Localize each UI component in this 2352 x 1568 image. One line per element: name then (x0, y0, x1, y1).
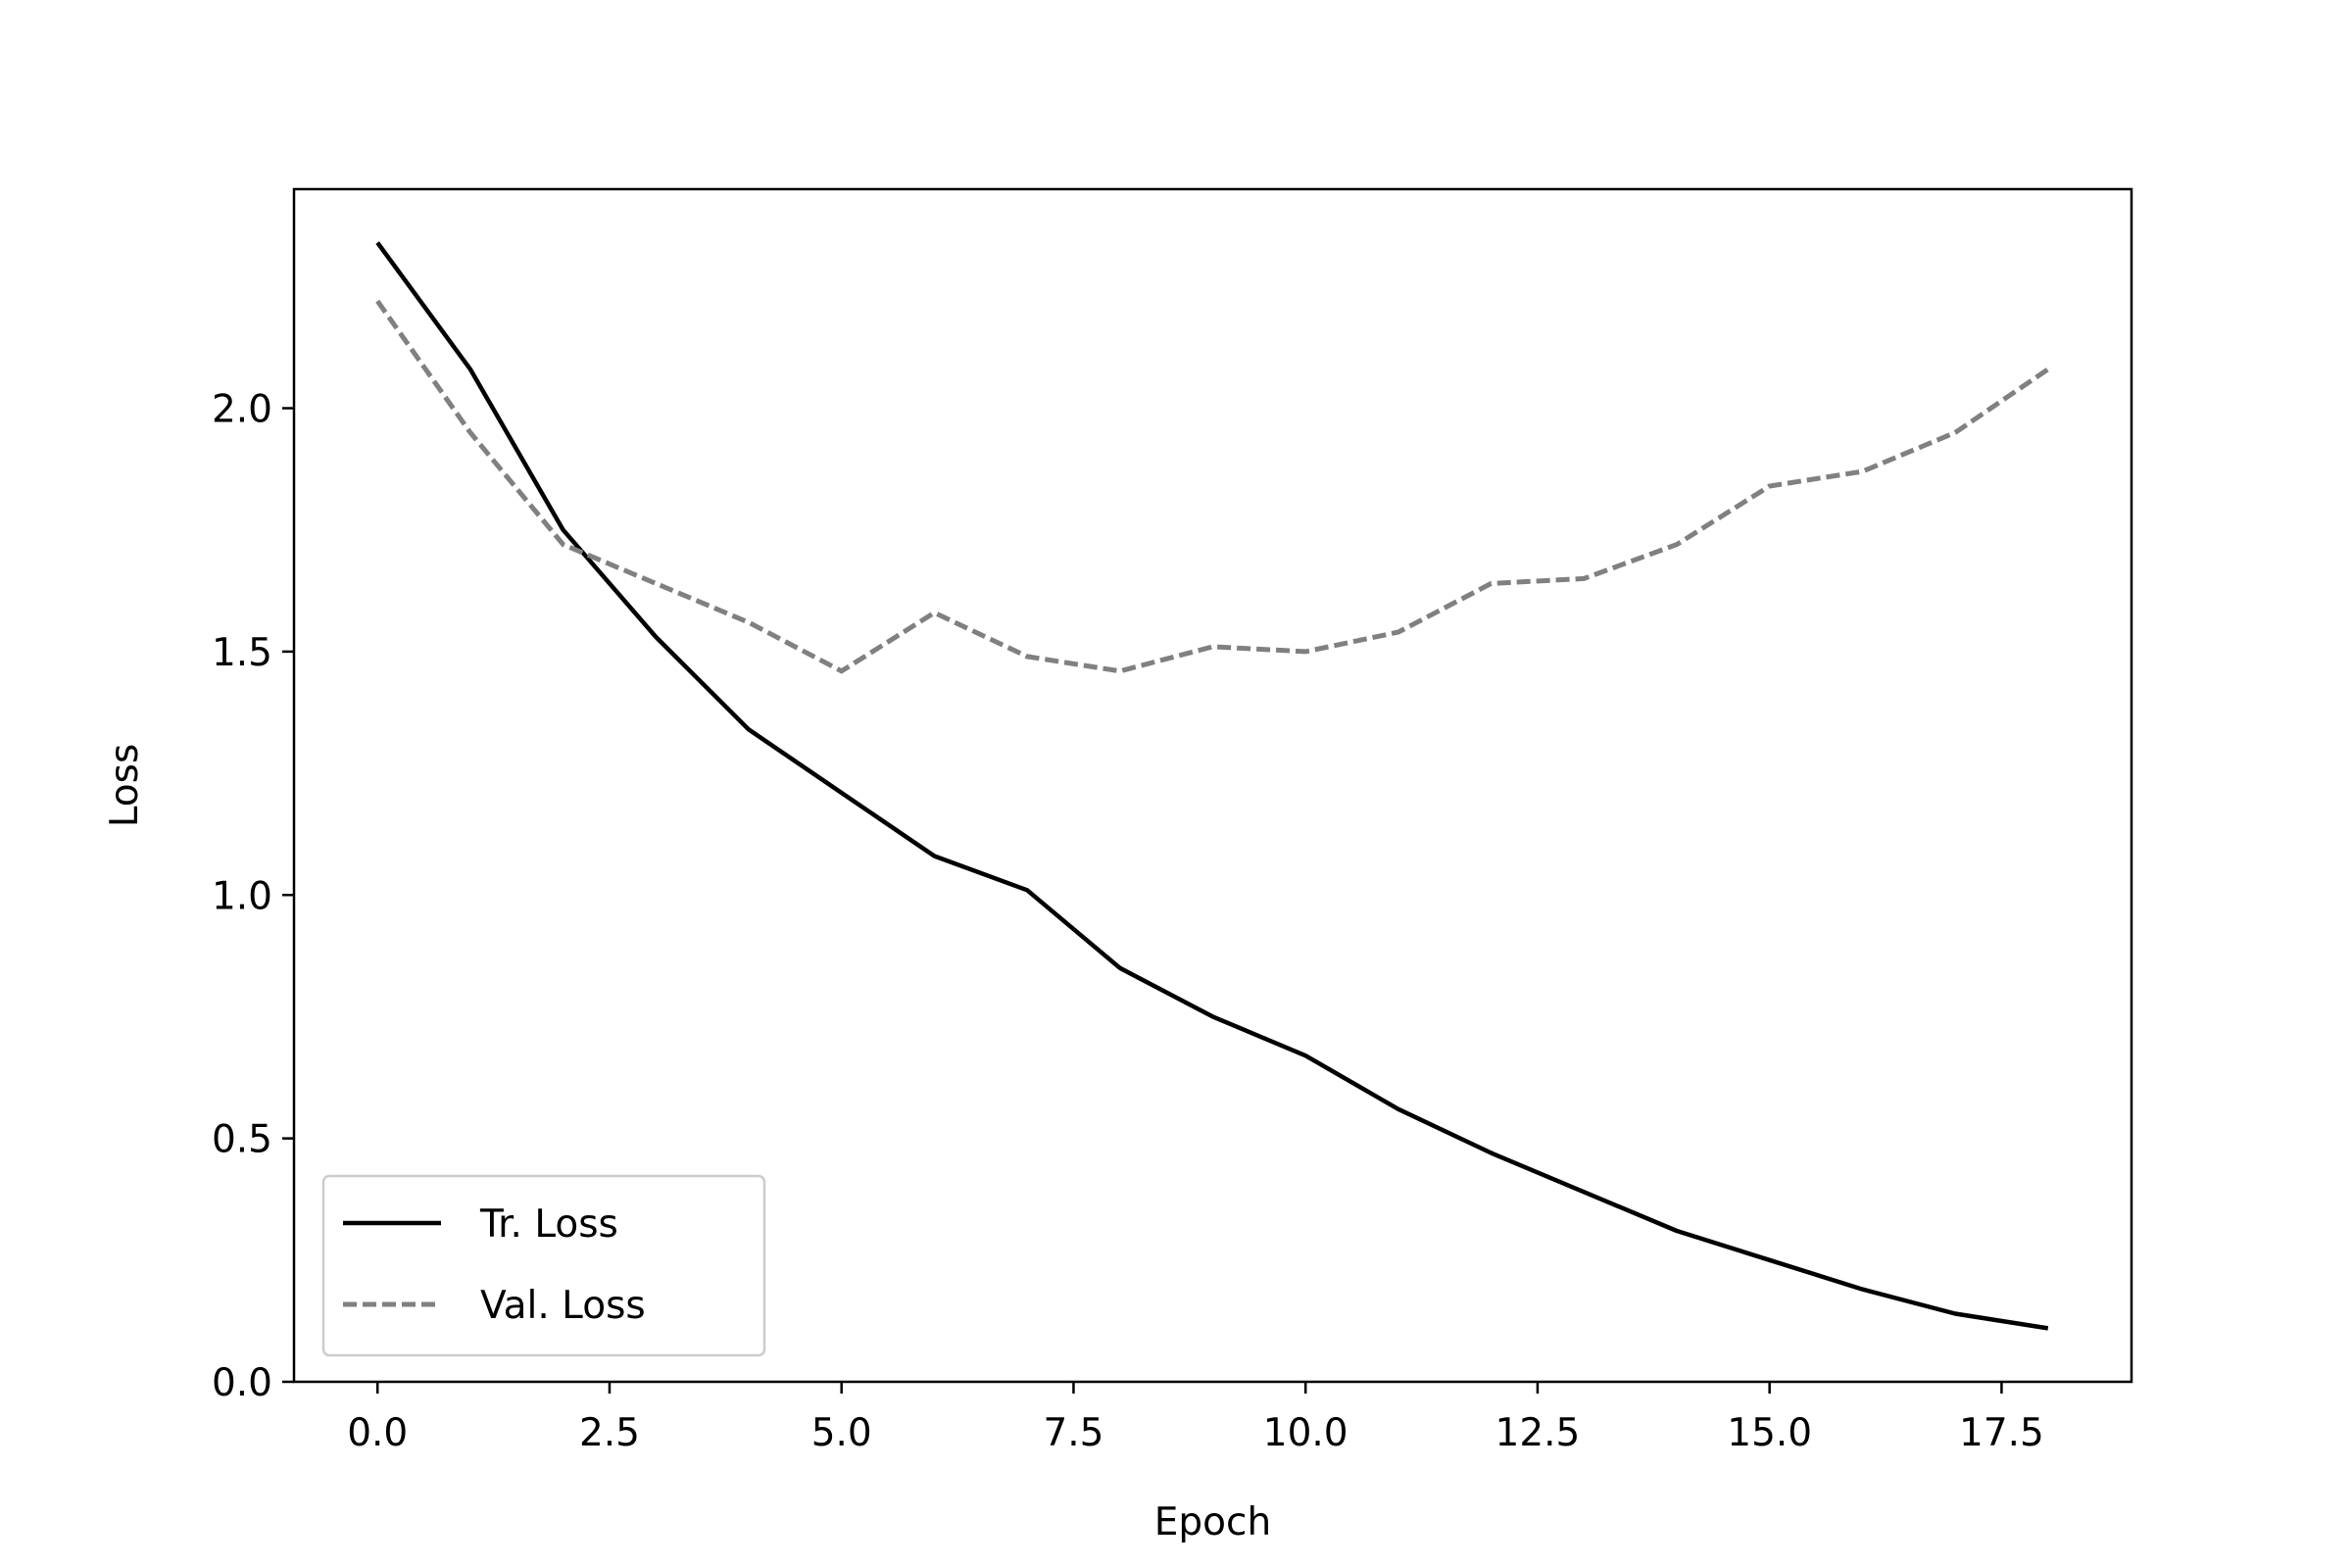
tr-loss-point (841, 792, 842, 793)
tr-loss-point (1769, 1259, 1770, 1260)
y-axis-ticks: 0.0 0.5 1.0 1.5 2.0 (212, 388, 294, 1405)
x-axis-ticks: 0.0 2.5 5.0 7.5 10.0 12.5 15.0 17.5 (347, 1382, 2044, 1455)
val-loss-point (1862, 471, 1863, 472)
tr-loss-point (1397, 1108, 1398, 1109)
tr-loss-point (1584, 1192, 1585, 1193)
y-tick-label: 0.0 (212, 1361, 272, 1405)
tr-loss-point (1119, 967, 1120, 968)
val-loss-point (934, 612, 935, 613)
legend-items: Tr. Loss Val. Loss (343, 1202, 646, 1328)
tr-loss-line (375, 241, 2049, 1331)
val-loss-point (1769, 486, 1770, 487)
tr-loss-point (377, 242, 378, 243)
val-loss-point (377, 301, 378, 302)
x-tick-label: 7.5 (1043, 1411, 1103, 1455)
tr-loss-point (1862, 1289, 1863, 1290)
val-loss-point (469, 432, 470, 433)
val-loss-point (1584, 578, 1585, 579)
val-loss-point (656, 583, 657, 584)
val-loss-point (1119, 670, 1120, 671)
tr-loss-point (469, 368, 470, 369)
tr-loss-point (934, 856, 935, 857)
tr-loss-point (749, 729, 750, 730)
val-loss-point (1397, 632, 1398, 633)
tr-loss-point (1491, 1152, 1492, 1153)
val-loss-line (375, 299, 2050, 674)
val-loss-point (1955, 432, 1956, 433)
val-loss-point (749, 622, 750, 623)
val-loss-point (841, 670, 842, 671)
x-tick-label: 12.5 (1495, 1411, 1581, 1455)
tr-loss-point (1955, 1313, 1956, 1314)
x-tick-label: 10.0 (1263, 1411, 1348, 1455)
x-tick-label: 0.0 (347, 1411, 408, 1455)
tr-loss-point (1212, 1016, 1213, 1017)
x-tick-label: 17.5 (1959, 1411, 2044, 1455)
val-loss-point (1676, 544, 1677, 545)
val-loss-point (563, 544, 564, 545)
tr-loss-point (1676, 1231, 1677, 1232)
tr-loss-point (2047, 1328, 2048, 1329)
y-tick-label: 2.0 (212, 388, 272, 432)
tr-loss-point (656, 636, 657, 637)
tr-loss-point (563, 529, 564, 530)
plot-frame (292, 187, 2133, 1384)
y-axis-label: Loss (103, 744, 147, 828)
val-loss-point (1027, 656, 1028, 657)
tr-loss-point (1305, 1055, 1306, 1056)
series-layer (375, 241, 2050, 1331)
y-tick-label: 1.5 (212, 631, 272, 675)
val-loss-point (1212, 646, 1213, 647)
x-tick-label: 5.0 (811, 1411, 872, 1455)
legend-label-val-loss: Val. Loss (480, 1284, 646, 1328)
val-loss-point (1491, 583, 1492, 584)
y-tick-label: 1.0 (212, 874, 272, 918)
legend: Tr. Loss Val. Loss (321, 1174, 766, 1357)
val-loss-point (2047, 368, 2048, 369)
y-tick-label: 0.5 (212, 1118, 272, 1162)
x-tick-label: 15.0 (1727, 1411, 1812, 1455)
tr-loss-point (1027, 890, 1028, 891)
x-tick-label: 2.5 (579, 1411, 640, 1455)
legend-label-tr-loss: Tr. Loss (479, 1202, 618, 1247)
x-axis-label: Epoch (1154, 1500, 1271, 1544)
val-loss-point (1305, 651, 1306, 652)
